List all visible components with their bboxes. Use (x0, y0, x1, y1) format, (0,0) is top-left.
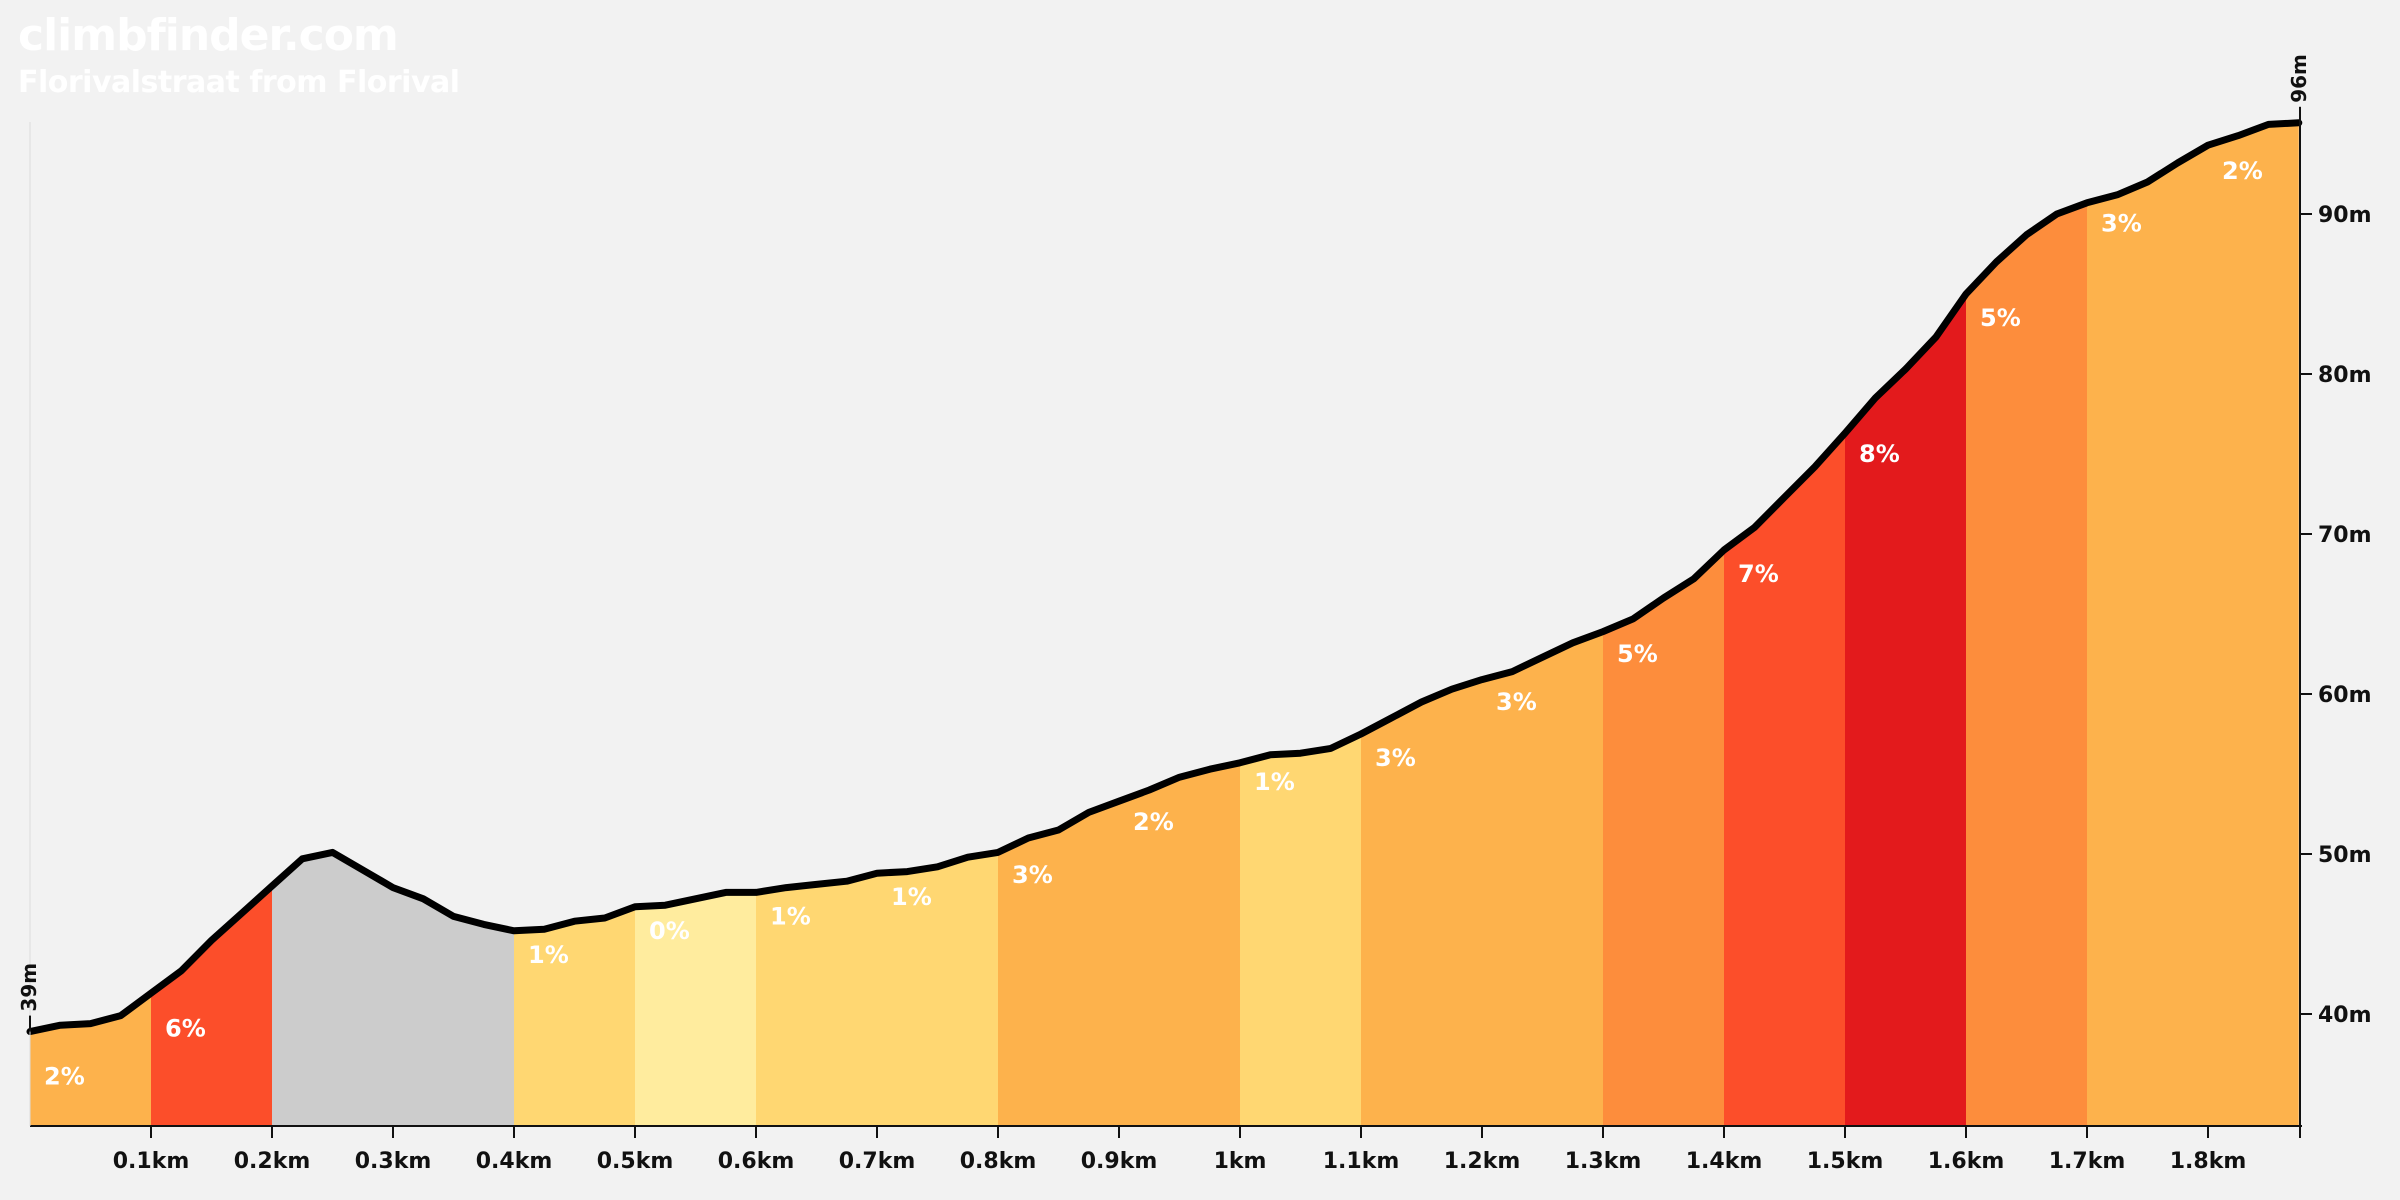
x-tick-label-7: 0.8km (960, 1149, 1037, 1174)
grade-segment-6 (877, 852, 998, 1126)
grade-segment-17 (2208, 122, 2299, 1127)
grade-label-5: 1% (770, 902, 811, 930)
grade-label-0: 2% (44, 1062, 85, 1090)
grade-label-15: 5% (1980, 304, 2021, 332)
y-tick-label-4: 80m (2318, 363, 2372, 388)
grade-segment-9 (1240, 734, 1361, 1126)
grade-labels: 2% 6% 1% 0% 1% 1% 3% 2% 1% 3% 3% 5% 7% 8% 5% 3% 2% (44, 157, 2263, 1091)
x-tick-label-11: 1.2km (1444, 1149, 1521, 1174)
site-name: climbfinder.com (18, 10, 399, 61)
y-tick-label-3: 70m (2318, 523, 2372, 548)
grade-label-12: 5% (1617, 640, 1658, 668)
grade-segment-14 (1845, 294, 1966, 1126)
grade-segment-0 (30, 993, 151, 1126)
grade-segment-4 (635, 892, 756, 1126)
x-tick-label-0: 0.1km (113, 1149, 190, 1174)
profile-line-group (26, 119, 2303, 1036)
grade-segment-2 (272, 852, 514, 1126)
grade-label-14: 8% (1859, 440, 1900, 468)
x-tick-label-9: 1km (1214, 1149, 1267, 1174)
x-tick-label-10: 1.1km (1323, 1149, 1400, 1174)
grade-label-10: 3% (1375, 744, 1416, 772)
grade-segment-16 (2087, 145, 2208, 1126)
grade-label-8: 2% (1133, 808, 1174, 836)
x-tick-label-13: 1.4km (1686, 1149, 1763, 1174)
grade-segment-13 (1724, 433, 1845, 1126)
grade-label-6: 1% (891, 883, 932, 911)
x-tick-label-17: 1.8km (2170, 1149, 2247, 1174)
end-elevation-label: 96m (2287, 54, 2311, 103)
grade-label-11: 3% (1496, 688, 1537, 716)
y-tick-label-2: 60m (2318, 683, 2372, 708)
x-tick-label-2: 0.3km (355, 1149, 432, 1174)
grade-segment-7 (998, 801, 1119, 1126)
axes: 0.1km 0.2km 0.3km 0.4km 0.5km 0.6km 0.7km 0.8km… (17, 54, 2372, 1174)
grade-label-3: 1% (528, 941, 569, 969)
y-tick-label-5: 90m (2318, 203, 2372, 228)
grade-label-1: 6% (165, 1014, 206, 1042)
y-tick-label-1: 50m (2318, 843, 2372, 868)
grade-label-9: 1% (1254, 768, 1295, 796)
x-tick-label-3: 0.4km (476, 1149, 553, 1174)
y-tick-label-0: 40m (2318, 1003, 2372, 1028)
grade-segment-1 (151, 886, 272, 1126)
x-tick-label-14: 1.5km (1807, 1149, 1884, 1174)
grade-segments (30, 122, 2299, 1127)
x-tick-label-6: 0.7km (839, 1149, 916, 1174)
grade-segment-15 (1966, 202, 2087, 1127)
climb-name: Florivalstraat from Florival (18, 65, 460, 100)
grade-segment-10 (1361, 631, 1603, 1126)
grade-label-4: 0% (649, 917, 690, 945)
grade-label-17: 2% (2222, 157, 2263, 185)
grade-segment-3 (514, 906, 635, 1126)
start-elevation-label: 39m (17, 963, 41, 1012)
x-tick-label-15: 1.6km (1928, 1149, 2005, 1174)
grade-segment-5 (756, 873, 877, 1126)
profile-line (26, 119, 2303, 1036)
x-tick-label-16: 1.7km (2049, 1149, 2126, 1174)
x-tick-label-8: 0.9km (1081, 1149, 1158, 1174)
x-tick-label-4: 0.5km (597, 1149, 674, 1174)
grade-label-16: 3% (2101, 210, 2142, 238)
grade-segment-8 (1119, 762, 1240, 1126)
x-tick-label-1: 0.2km (234, 1149, 311, 1174)
grade-segment-12 (1603, 550, 1724, 1126)
grade-label-13: 7% (1738, 560, 1779, 588)
x-tick-label-12: 1.3km (1565, 1149, 1642, 1174)
grade-label-7: 3% (1012, 861, 1053, 889)
brand-watermark: climbfinder.com Florivalstraat from Flor… (18, 14, 460, 98)
x-tick-label-5: 0.6km (718, 1149, 795, 1174)
